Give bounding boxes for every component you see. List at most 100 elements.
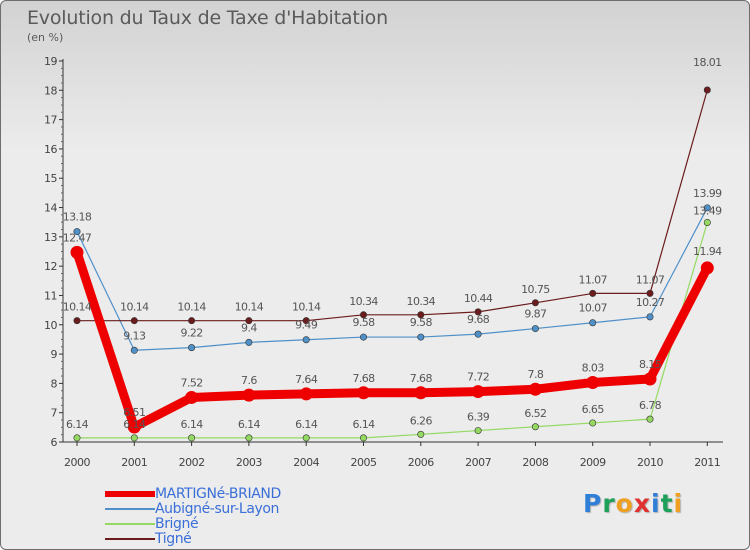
- legend-label-aubigne: Aubigné-sur-Layon: [155, 501, 280, 517]
- legend-swatch-martigne: [105, 491, 155, 497]
- data-label: 7.8: [528, 368, 544, 381]
- data-point: [127, 420, 141, 434]
- data-point: [703, 86, 711, 94]
- data-point: [474, 427, 482, 435]
- data-label: 11.07: [578, 273, 607, 286]
- data-point: [474, 308, 482, 316]
- data-point: [73, 228, 81, 236]
- chart-title: Evolution du Taux de Taxe d'Habitation: [27, 7, 388, 29]
- data-point: [589, 289, 597, 297]
- data-point: [703, 204, 711, 212]
- data-label: 9.58: [410, 316, 433, 329]
- x-tick-label: 2007: [465, 456, 491, 469]
- data-point: [646, 415, 654, 423]
- data-label: 10.44: [464, 292, 493, 305]
- data-point: [589, 319, 597, 327]
- data-point: [531, 325, 539, 333]
- data-label: 10.14: [120, 301, 149, 314]
- data-point: [185, 390, 199, 404]
- y-tick-label: 11: [44, 289, 57, 302]
- legend-label-tigne: Tigné: [155, 531, 192, 547]
- x-tick-label: 2008: [522, 456, 548, 469]
- data-point: [359, 311, 367, 319]
- x-tick-label: 2011: [694, 456, 720, 469]
- y-tick-label: 13: [44, 231, 57, 244]
- data-point: [589, 419, 597, 427]
- data-point: [359, 333, 367, 341]
- y-tick-label: 15: [44, 172, 57, 185]
- data-label: 10.14: [235, 301, 264, 314]
- data-point: [70, 245, 84, 259]
- data-point: [130, 434, 138, 442]
- y-tick-label: 14: [44, 202, 57, 215]
- data-point: [188, 317, 196, 325]
- data-point: [359, 434, 367, 442]
- data-label: 10.14: [177, 301, 206, 314]
- data-label: 9.4: [241, 321, 257, 334]
- data-label: 9.49: [295, 319, 318, 332]
- legend-label-martigne: MARTIGNé-BRIAND: [155, 486, 281, 502]
- chart-subtitle: (en %): [27, 31, 64, 44]
- data-label: 6.78: [639, 399, 662, 412]
- data-point: [586, 376, 600, 390]
- logo-letter: r: [602, 489, 616, 518]
- data-label: 10.14: [63, 301, 92, 314]
- data-point: [643, 372, 657, 386]
- x-tick-label: 2009: [580, 456, 606, 469]
- series-line-1: [76, 207, 708, 351]
- y-tick-label: 6: [51, 436, 58, 449]
- data-point: [474, 330, 482, 338]
- data-label: 6.14: [295, 418, 318, 431]
- logo-letter: P: [583, 489, 603, 518]
- x-tick-label: 2002: [179, 456, 205, 469]
- data-label: 6.14: [238, 418, 261, 431]
- data-label: 7.68: [410, 372, 433, 385]
- data-point: [188, 344, 196, 352]
- data-label: 9.68: [467, 313, 490, 326]
- x-tick-label: 2003: [236, 456, 262, 469]
- data-point: [130, 317, 138, 325]
- data-label: 10.27: [636, 296, 665, 309]
- data-label: 9.13: [123, 329, 146, 342]
- data-label: 9.58: [352, 316, 375, 329]
- logo-letter: i: [673, 489, 684, 518]
- data-point: [357, 386, 370, 400]
- data-label: 9.87: [524, 308, 547, 321]
- y-tick-label: 16: [44, 143, 57, 156]
- data-point: [646, 289, 654, 297]
- y-tick-label: 12: [44, 260, 57, 273]
- data-label: 8.03: [582, 362, 605, 375]
- y-tick-label: 8: [51, 377, 58, 390]
- x-tick-label: 2006: [408, 456, 434, 469]
- y-tick-label: 17: [44, 114, 57, 127]
- data-label: 8.15: [639, 358, 662, 371]
- data-label: 10.07: [578, 302, 607, 315]
- data-point: [646, 313, 654, 321]
- data-label: 10.75: [521, 283, 550, 296]
- data-label: 6.14: [123, 418, 146, 431]
- data-point: [417, 430, 425, 438]
- legend-swatch-brigne: [105, 523, 155, 525]
- data-label: 10.34: [349, 295, 378, 308]
- data-label: 6.14: [66, 418, 89, 431]
- data-point: [531, 299, 539, 307]
- data-label: 13.18: [63, 211, 92, 224]
- x-tick-label: 2001: [121, 456, 147, 469]
- proxiti-logo: Proxiti: [583, 489, 683, 518]
- data-label: 7.72: [467, 371, 489, 384]
- data-point: [188, 434, 196, 442]
- data-label: 10.14: [292, 301, 321, 314]
- data-point: [531, 423, 539, 431]
- data-point: [242, 388, 256, 402]
- data-label: 7.52: [181, 376, 203, 389]
- data-label: 9.22: [181, 327, 203, 340]
- data-point: [417, 311, 425, 319]
- y-tick-label: 19: [44, 55, 57, 68]
- data-label: 11.07: [636, 273, 665, 286]
- data-label: 6.14: [181, 418, 204, 431]
- data-point: [528, 382, 542, 396]
- data-label: 7.6: [241, 374, 257, 387]
- data-label: 6.39: [467, 411, 490, 424]
